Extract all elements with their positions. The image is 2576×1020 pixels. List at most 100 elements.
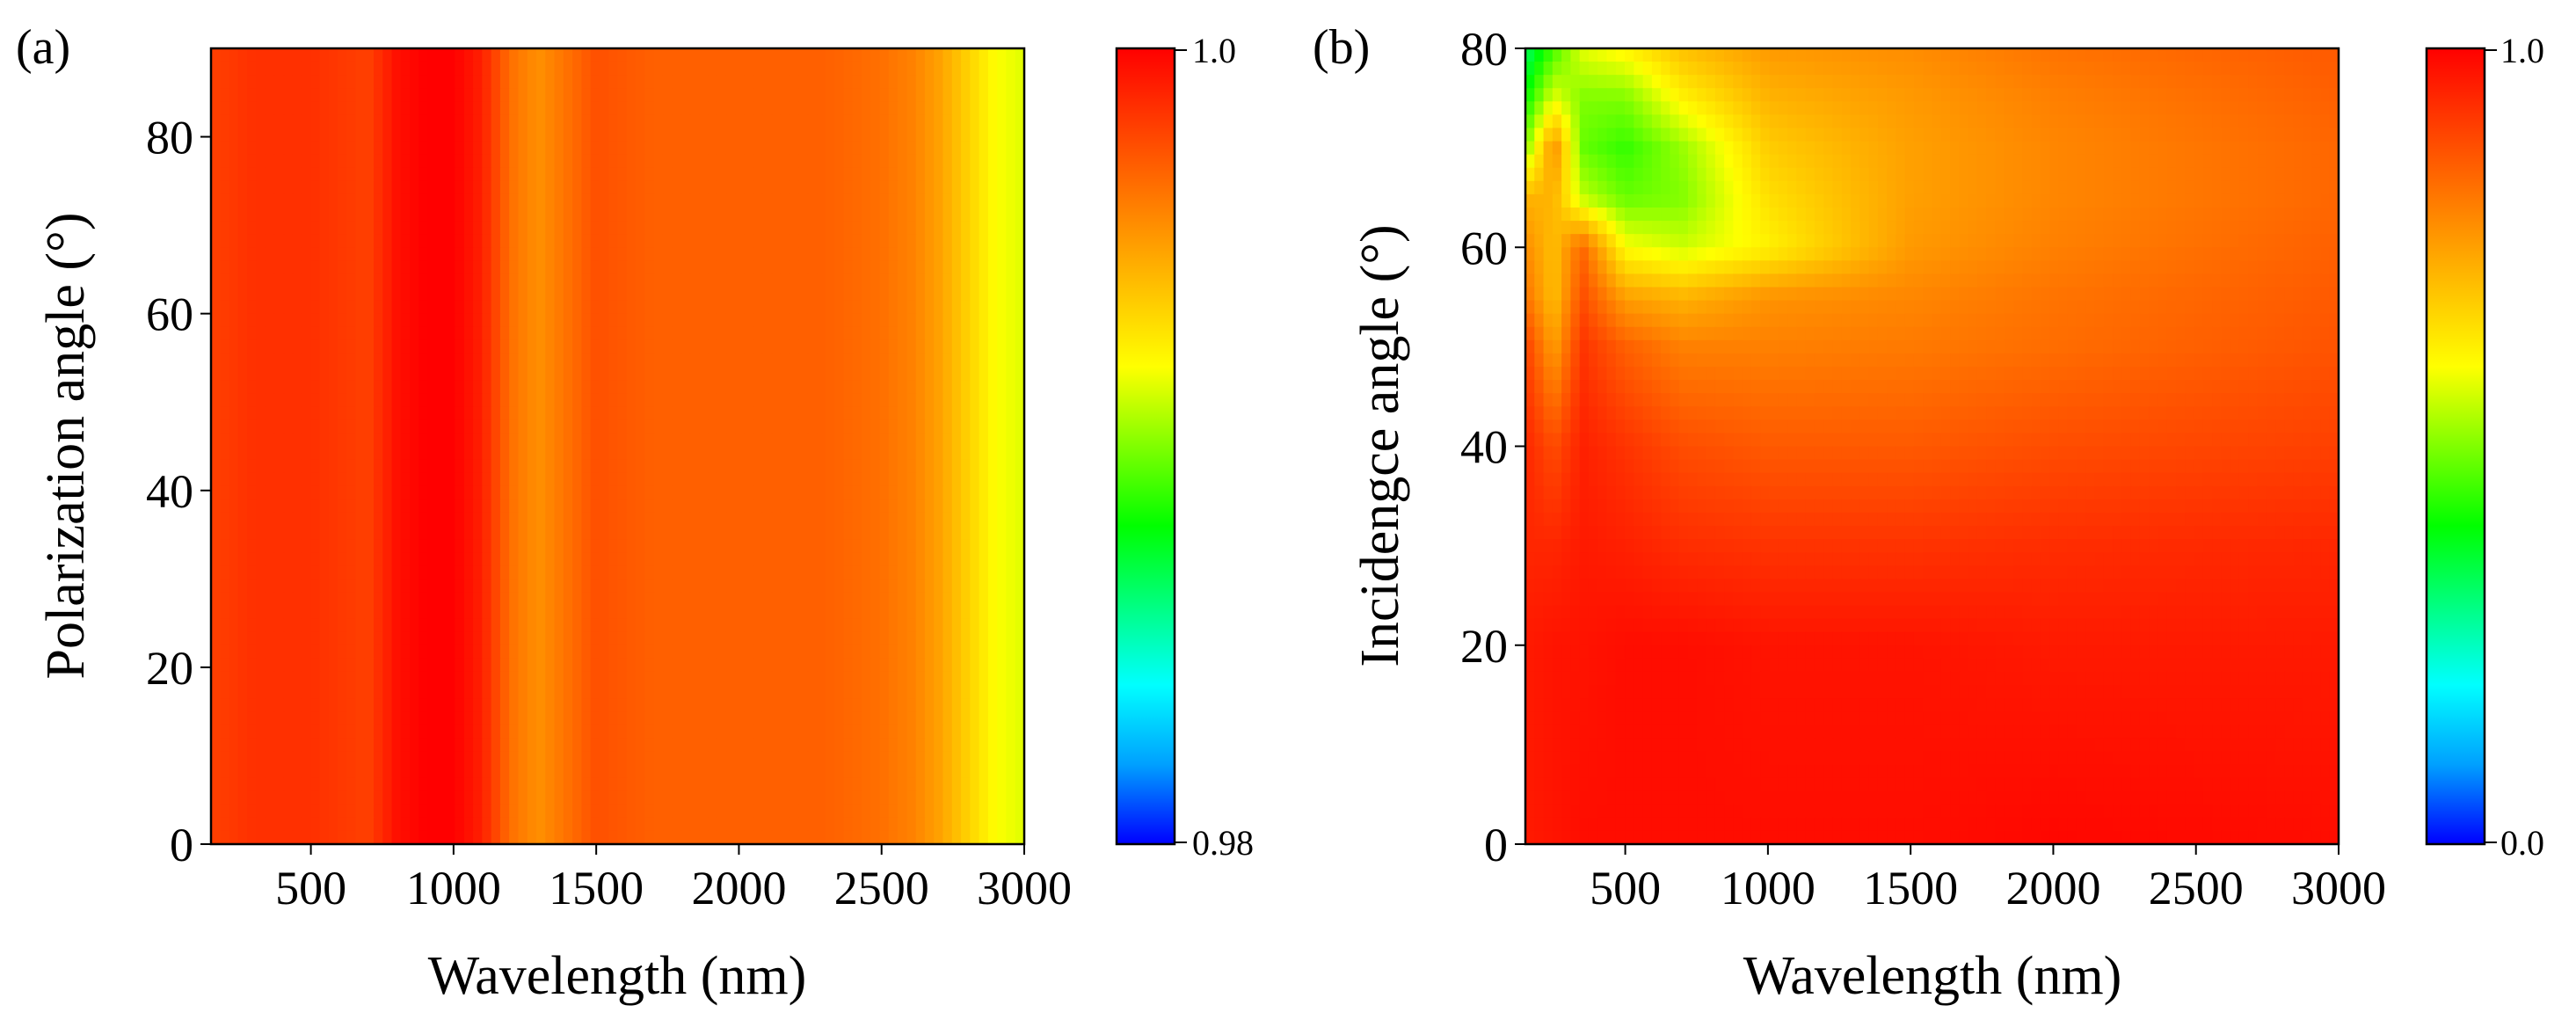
heatmap-cell bbox=[536, 605, 547, 620]
heatmap-cell bbox=[273, 367, 285, 381]
heatmap-cell bbox=[491, 221, 501, 235]
heatmap-cell bbox=[247, 711, 258, 726]
heatmap-cell bbox=[898, 128, 908, 142]
heatmap-cell bbox=[554, 658, 564, 673]
heatmap-cell bbox=[725, 565, 736, 580]
heatmap-cell bbox=[581, 698, 592, 712]
heatmap-cell bbox=[364, 433, 375, 448]
heatmap-cell bbox=[970, 62, 980, 76]
heatmap-cell bbox=[256, 167, 266, 182]
heatmap-cell bbox=[572, 313, 583, 328]
heatmap-cell bbox=[680, 208, 691, 222]
heatmap-cell bbox=[346, 260, 357, 275]
heatmap-cell bbox=[744, 499, 754, 514]
heatmap-cell bbox=[1015, 75, 1025, 90]
heatmap-cell bbox=[644, 300, 655, 315]
heatmap-cell bbox=[220, 631, 230, 646]
heatmap-cell bbox=[283, 552, 294, 567]
heatmap-cell bbox=[680, 579, 691, 594]
heatmap-cell bbox=[753, 326, 763, 341]
heatmap-cell bbox=[898, 592, 908, 607]
heatmap-cell bbox=[961, 367, 971, 381]
heatmap-cell bbox=[979, 101, 989, 116]
heatmap-cell bbox=[446, 472, 456, 487]
heatmap-cell bbox=[942, 141, 953, 156]
heatmap-cell bbox=[211, 313, 222, 328]
heatmap-cell bbox=[834, 393, 845, 408]
heatmap-cell bbox=[653, 472, 664, 487]
heatmap-cell bbox=[237, 260, 248, 275]
heatmap-cell bbox=[590, 273, 600, 288]
heatmap-cell bbox=[256, 472, 266, 487]
heatmap-cell bbox=[708, 645, 718, 659]
heatmap-cell bbox=[283, 645, 294, 659]
heatmap-cell bbox=[987, 645, 998, 659]
heatmap-cell bbox=[455, 552, 465, 567]
heatmap-cell bbox=[942, 193, 953, 208]
heatmap-cell bbox=[834, 141, 845, 156]
heatmap-cell bbox=[979, 313, 989, 328]
heatmap-cell bbox=[816, 433, 826, 448]
heatmap-cell bbox=[229, 526, 239, 540]
heatmap-cell bbox=[906, 326, 917, 341]
heatmap-cell bbox=[382, 433, 393, 448]
heatmap-cell bbox=[237, 221, 248, 235]
heatmap-cell bbox=[237, 62, 248, 76]
heatmap-cell bbox=[391, 751, 402, 766]
heatmap-cell bbox=[554, 645, 564, 659]
heatmap-cell bbox=[211, 698, 222, 712]
heatmap-cell bbox=[662, 393, 673, 408]
heatmap-cell bbox=[400, 751, 411, 766]
heatmap-cell bbox=[473, 764, 484, 779]
heatmap-cell bbox=[608, 154, 619, 169]
heatmap-cell bbox=[229, 658, 239, 673]
heatmap-cell bbox=[536, 367, 547, 381]
heatmap-cell bbox=[898, 433, 908, 448]
heatmap-cell bbox=[961, 512, 971, 527]
heatmap-cell bbox=[761, 579, 773, 594]
heatmap-cell bbox=[771, 645, 782, 659]
heatmap-cell bbox=[527, 208, 537, 222]
heatmap-cell bbox=[1015, 406, 1025, 421]
heatmap-cell bbox=[1015, 645, 1025, 659]
heatmap-cell bbox=[527, 128, 537, 142]
heatmap-cell bbox=[463, 645, 474, 659]
heatmap-cell bbox=[328, 406, 338, 421]
heatmap-cell bbox=[942, 273, 953, 288]
heatmap-cell bbox=[590, 101, 600, 116]
heatmap-cell bbox=[572, 300, 583, 315]
heatmap-cell bbox=[418, 777, 429, 792]
heatmap-cell bbox=[789, 698, 799, 712]
heatmap-cell bbox=[554, 367, 564, 381]
heatmap-cell bbox=[509, 380, 520, 394]
heatmap-cell bbox=[807, 114, 818, 129]
heatmap-cell bbox=[473, 367, 484, 381]
heatmap-cell bbox=[599, 631, 610, 646]
heatmap-cell bbox=[283, 419, 294, 434]
heatmap-cell bbox=[1006, 154, 1016, 169]
heatmap-cell bbox=[410, 154, 420, 169]
heatmap-cell bbox=[626, 260, 637, 275]
heatmap-cell bbox=[292, 193, 302, 208]
heatmap-cell bbox=[906, 208, 917, 222]
heatmap-cell bbox=[563, 193, 573, 208]
heatmap-cell bbox=[536, 446, 547, 461]
heatmap-cell bbox=[662, 300, 673, 315]
heatmap-cell bbox=[364, 645, 375, 659]
heatmap-cell bbox=[337, 738, 347, 753]
heatmap-cell bbox=[987, 167, 998, 182]
heatmap-cell bbox=[789, 193, 799, 208]
heatmap-cell bbox=[753, 499, 763, 514]
heatmap-cell bbox=[256, 618, 266, 633]
heatmap-cell bbox=[744, 419, 754, 434]
heatmap-cell bbox=[446, 459, 456, 474]
heatmap-cell bbox=[680, 738, 691, 753]
heatmap-cell bbox=[427, 592, 438, 607]
heatmap-cell bbox=[446, 658, 456, 673]
heatmap-cell bbox=[789, 141, 799, 156]
heatmap-cell bbox=[852, 101, 862, 116]
heatmap-cell bbox=[418, 167, 429, 182]
heatmap-cell bbox=[473, 260, 484, 275]
heatmap-cell bbox=[987, 725, 998, 740]
heatmap-cell bbox=[717, 698, 727, 712]
